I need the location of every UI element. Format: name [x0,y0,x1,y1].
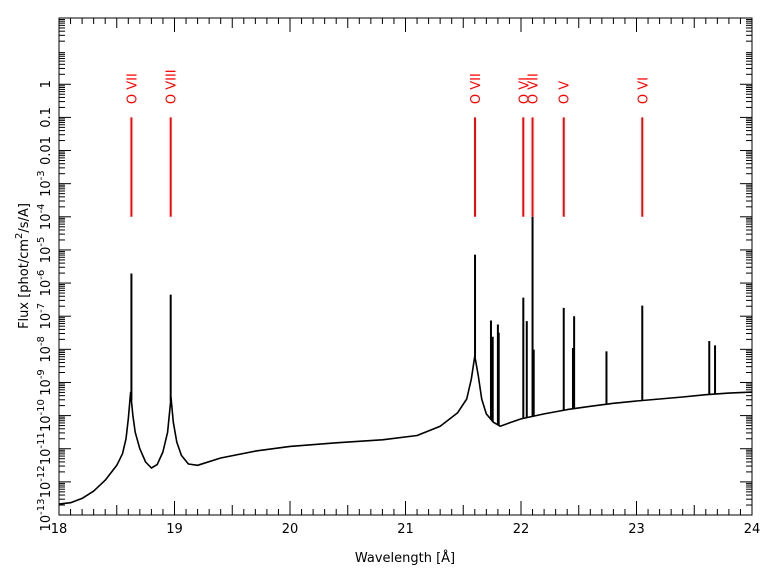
y-tick-label: 0.1 [39,107,54,128]
line-id-label: O VIII [165,69,180,104]
y-tick-label: 10-8 [36,336,54,363]
line-id-label: O VII [125,73,140,104]
y-tick-label: 10-13 [36,499,54,532]
y-tick-label: 10-10 [36,399,54,432]
y-axis-label: Flux [phot/cm2/s/A] [14,203,32,329]
x-tick-label: 23 [628,522,645,537]
line-id-label: O V [558,81,573,104]
y-tick-label: 1 [39,80,54,88]
x-tick-label: 19 [166,522,183,537]
x-axis-ticks: 18 19 20 21 22 23 24 [51,18,761,537]
y-tick-label: 10-5 [36,237,54,264]
line-id-label: O VI [517,77,532,104]
x-tick-label: 22 [513,522,530,537]
x-tick-label: 24 [744,522,761,537]
y-tick-label: 10-4 [36,204,54,231]
x-tick-label: 18 [51,522,68,537]
y-tick-label: 10-9 [36,369,54,396]
y-tick-label: 10-11 [36,432,54,465]
line-id-label: O VII [527,73,542,104]
y-tick-label: 10-3 [36,170,54,197]
x-tick-label: 20 [282,522,299,537]
spectrum-series [58,216,753,505]
y-tick-label: 0.01 [39,136,54,165]
continuum-line [58,355,753,505]
y-tick-label: 10-12 [36,465,54,498]
line-id-label: O VI [636,77,651,104]
y-tick-label: 10-7 [36,303,54,330]
line-id-label: O VII [469,73,484,104]
x-axis-label: Wavelength [Å] [355,550,455,566]
x-tick-label: 21 [397,522,414,537]
y-tick-label: 10-6 [36,270,54,297]
